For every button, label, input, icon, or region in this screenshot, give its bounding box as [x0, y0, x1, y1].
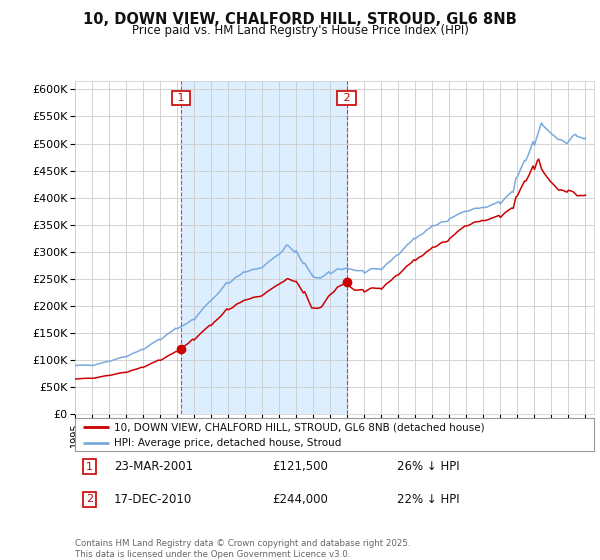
Text: Price paid vs. HM Land Registry's House Price Index (HPI): Price paid vs. HM Land Registry's House … [131, 24, 469, 36]
Text: 23-MAR-2001: 23-MAR-2001 [114, 460, 193, 473]
Text: HPI: Average price, detached house, Stroud: HPI: Average price, detached house, Stro… [114, 438, 341, 447]
Bar [181, 81, 347, 414]
Text: 2: 2 [340, 93, 353, 103]
Text: £244,000: £244,000 [272, 493, 328, 506]
Text: 2: 2 [86, 494, 93, 505]
Text: 22% ↓ HPI: 22% ↓ HPI [397, 493, 460, 506]
Text: Contains HM Land Registry data © Crown copyright and database right 2025.
This d: Contains HM Land Registry data © Crown c… [75, 539, 410, 559]
Text: 1: 1 [174, 93, 188, 103]
Text: £121,500: £121,500 [272, 460, 328, 473]
Text: 10, DOWN VIEW, CHALFORD HILL, STROUD, GL6 8NB: 10, DOWN VIEW, CHALFORD HILL, STROUD, GL… [83, 12, 517, 27]
Text: 17-DEC-2010: 17-DEC-2010 [114, 493, 192, 506]
Text: 1: 1 [86, 461, 93, 472]
Text: 26% ↓ HPI: 26% ↓ HPI [397, 460, 460, 473]
Text: 10, DOWN VIEW, CHALFORD HILL, STROUD, GL6 8NB (detached house): 10, DOWN VIEW, CHALFORD HILL, STROUD, GL… [114, 422, 485, 432]
